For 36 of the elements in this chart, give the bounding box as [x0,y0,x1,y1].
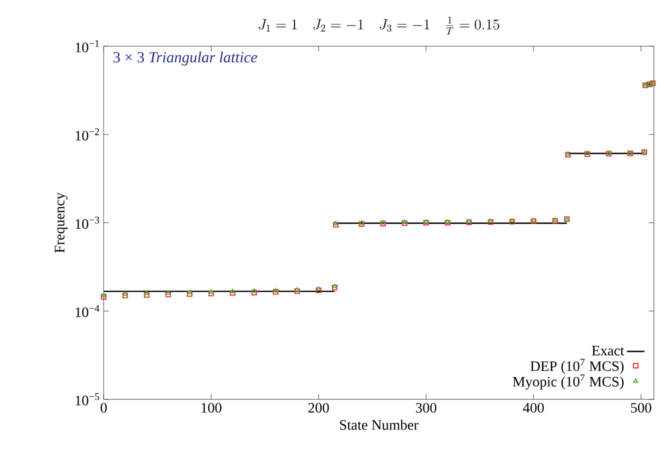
point [252,288,257,293]
y-tick-label: 10$^{−2}$ [76,128,99,141]
annotation: 3 × 3 Triangular lattice [114,52,258,66]
point [187,290,192,294]
point [122,292,128,298]
chart-title: $J_1 = 1 \quad J_2 = -1 \quad J_3 = -1 \quad \frac{1}{T} = 0.15$ [258,16,500,34]
point [251,290,257,296]
y-tick-label: 10$^{−1}$ [76,40,99,52]
y-tick-label: 10$^{−5}$ [76,393,100,406]
x-tick-label: 300 [416,402,436,413]
point [122,291,128,296]
point [144,292,150,298]
point [230,290,236,296]
legend-label: Myopic (10$^{7}$ MCS) [512,374,624,390]
point [208,289,214,294]
point [273,288,278,292]
legend-label: DEP (10$^{7}$ MCS) [530,358,624,374]
point [165,292,171,298]
x-tick-label: 100 [202,402,222,413]
point [230,288,236,294]
point [166,290,171,295]
legend-label: Exact [592,346,624,356]
point [100,294,106,300]
y-tick-label: 10$^{−4}$ [76,304,100,318]
y-tick-label: 10$^{−3}$ [76,216,100,229]
point [208,290,214,296]
point [186,291,192,297]
x-tick-label: 0 [100,402,107,413]
point [101,292,106,298]
x-tick-label: 400 [523,402,544,413]
x-axis-title: State Number [340,420,418,430]
y-axis-title: Frequency [54,192,68,253]
point [144,290,150,296]
x-tick-label: 200 [308,402,329,413]
point [272,289,278,295]
x-tick-label: 500 [631,402,652,413]
